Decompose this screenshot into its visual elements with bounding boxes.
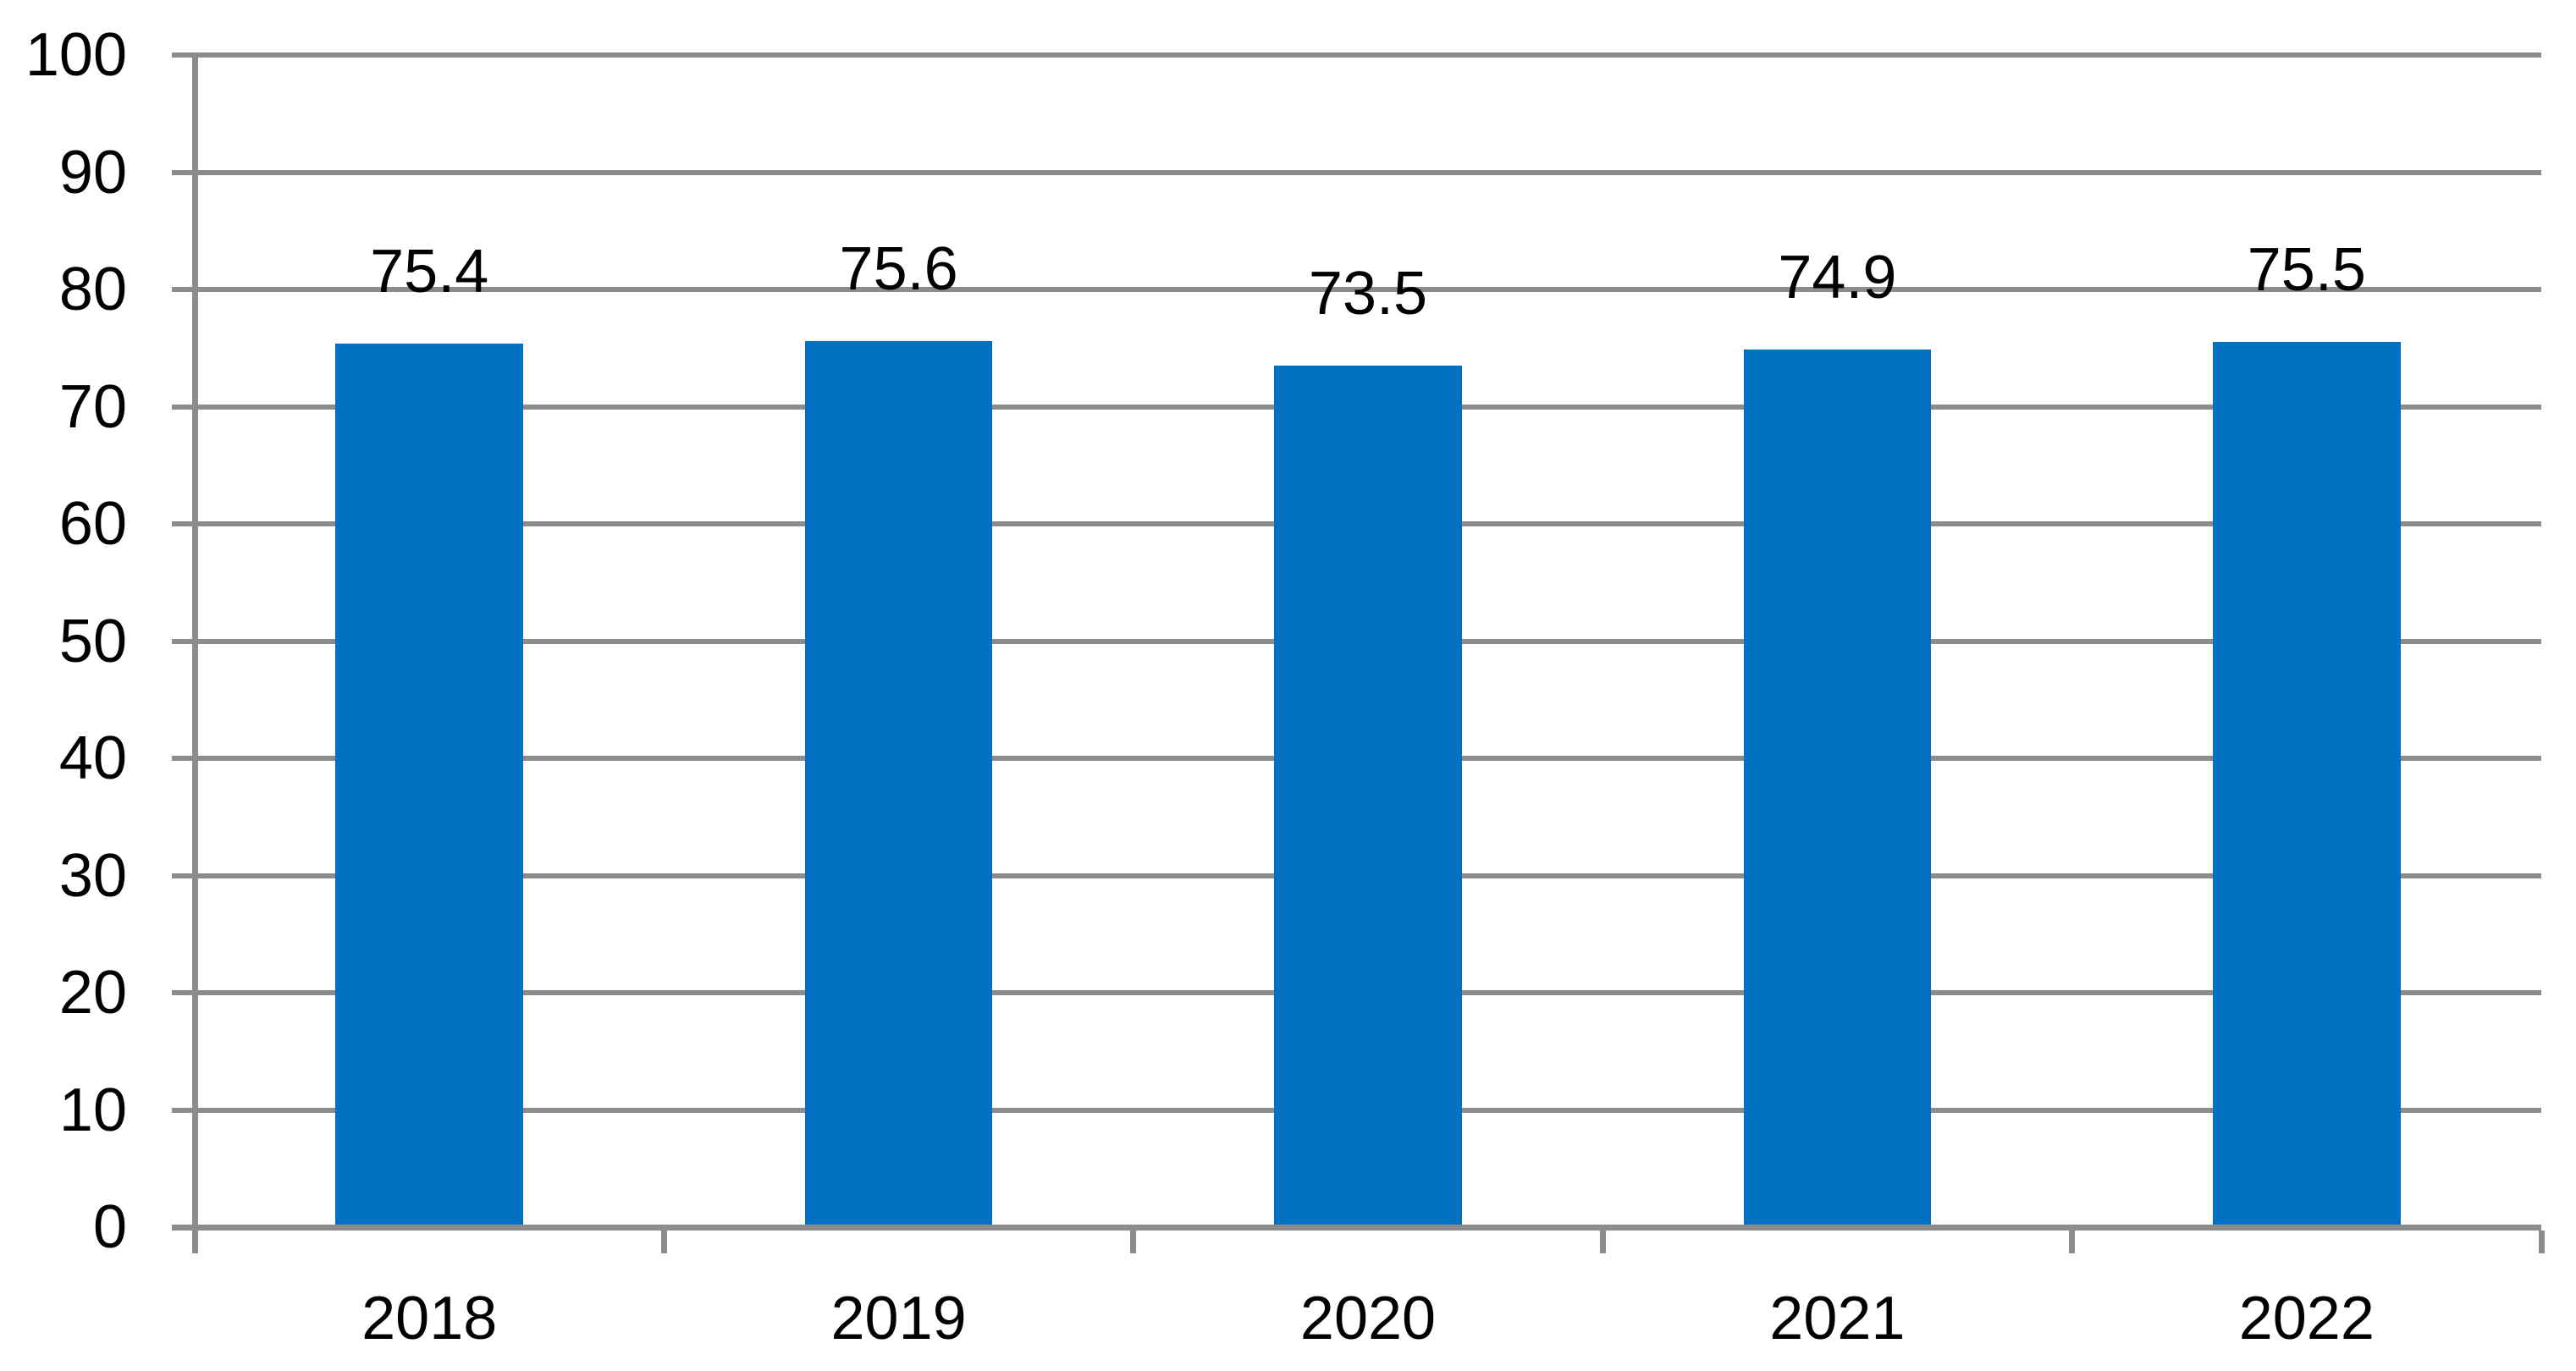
bar-value-label: 73.5 bbox=[1308, 260, 1428, 328]
bar-value-label: 75.4 bbox=[370, 237, 489, 306]
y-gridline bbox=[172, 169, 2541, 175]
x-axis-tick bbox=[660, 1231, 667, 1253]
bar-value-label: 74.9 bbox=[1778, 243, 1897, 311]
y-axis-tick-label: 100 bbox=[25, 21, 127, 89]
bar bbox=[2212, 342, 2401, 1227]
x-category-label: 2018 bbox=[361, 1285, 498, 1352]
bar bbox=[804, 340, 993, 1227]
y-axis-tick-label: 70 bbox=[58, 372, 127, 441]
y-axis-tick-label: 0 bbox=[92, 1193, 127, 1261]
y-axis-tick-label: 90 bbox=[58, 138, 127, 206]
y-axis-tick-label: 60 bbox=[58, 490, 127, 558]
x-category-label: 2022 bbox=[2238, 1285, 2375, 1352]
bar bbox=[1274, 366, 1462, 1227]
y-gridline bbox=[172, 52, 2541, 58]
y-axis-line bbox=[192, 55, 198, 1250]
y-gridline bbox=[172, 287, 2541, 292]
x-axis-tick bbox=[191, 1231, 198, 1253]
x-axis-line bbox=[172, 1225, 2541, 1231]
bar-value-label: 75.5 bbox=[2247, 236, 2366, 305]
x-axis-tick bbox=[1599, 1231, 1606, 1253]
bar bbox=[1743, 349, 1932, 1227]
bar bbox=[335, 343, 524, 1227]
y-axis-tick-label: 50 bbox=[58, 607, 127, 675]
y-axis-tick-label: 40 bbox=[58, 724, 127, 792]
plot-area: 75.4 75.6 73.5 74.9 75.5 bbox=[172, 52, 2541, 1227]
x-axis-tick bbox=[1130, 1231, 1137, 1253]
x-category-label: 2021 bbox=[1769, 1285, 1906, 1352]
y-axis-tick-label: 80 bbox=[58, 256, 127, 323]
x-axis-tick bbox=[2538, 1231, 2545, 1253]
y-axis-tick-label: 20 bbox=[58, 959, 127, 1027]
y-axis-tick-label: 10 bbox=[58, 1076, 127, 1144]
x-category-label: 2020 bbox=[1299, 1285, 1437, 1352]
y-axis-tick-label: 30 bbox=[58, 841, 127, 910]
bar-value-label: 75.6 bbox=[839, 234, 958, 303]
x-category-label: 2019 bbox=[830, 1285, 967, 1352]
x-axis-tick bbox=[2069, 1231, 2076, 1253]
